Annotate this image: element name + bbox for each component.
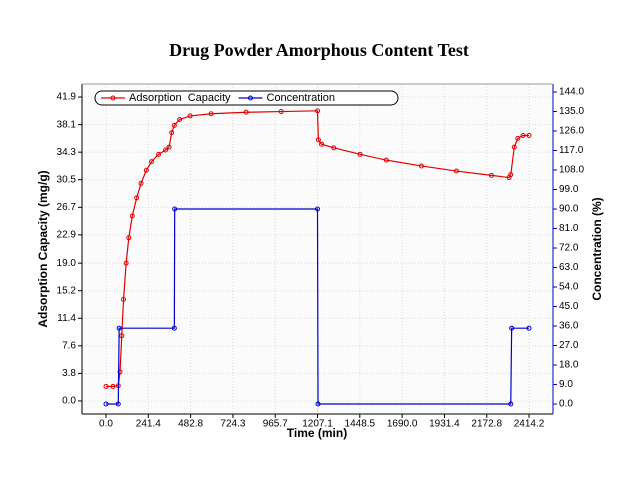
data-point	[187, 113, 193, 119]
legend-marker	[248, 95, 253, 101]
data-point	[121, 296, 127, 302]
data-point	[163, 147, 169, 153]
data-point	[331, 145, 337, 151]
series-line	[106, 208, 529, 405]
data-point	[171, 325, 177, 331]
data-point	[526, 325, 532, 331]
data-point	[171, 122, 177, 128]
y-tick-label: 22.9	[57, 229, 77, 240]
y-tick-label: 26.7	[57, 202, 77, 213]
data-point	[526, 132, 532, 138]
x-tick-label: 1931.4	[429, 419, 460, 430]
x-tick-label: 1207.1	[302, 419, 333, 430]
x-tick-label: 965.7	[263, 419, 288, 430]
x-tick-label: 2172.8	[471, 419, 502, 430]
data-point	[315, 137, 321, 143]
y2-tick-label: 99.0	[559, 184, 579, 195]
legend-marker	[110, 95, 116, 101]
data-point	[177, 117, 183, 123]
y-tick-label: 3.8	[62, 368, 76, 379]
x-tick-label: 0.0	[99, 419, 113, 430]
y2-tick-label: 126.0	[559, 126, 584, 137]
x-tick-label: 724.3	[220, 419, 245, 430]
data-point	[315, 108, 320, 114]
data-point	[453, 168, 459, 174]
data-point	[123, 260, 129, 266]
data-point	[116, 325, 122, 331]
data-point	[511, 144, 517, 150]
y-tick-label: 38.1	[57, 119, 77, 130]
data-point	[129, 213, 135, 219]
data-point	[110, 383, 116, 389]
data-point	[488, 172, 494, 178]
y2-tick-label: 117.0	[559, 145, 584, 156]
data-point	[103, 401, 109, 407]
series-line	[106, 110, 529, 388]
y2-tick-label: 135.0	[559, 106, 584, 117]
y2-tick-label: 108.0	[559, 165, 584, 176]
data-point	[509, 325, 515, 331]
data-point	[520, 132, 526, 138]
y-tick-label: 34.3	[57, 147, 77, 158]
y2-tick-label: 18.0	[559, 360, 579, 371]
y2-axis-title: Concentration (%)	[590, 197, 604, 300]
data-point	[515, 135, 521, 141]
y-tick-label: 30.5	[57, 174, 77, 185]
data-point	[115, 401, 121, 407]
x-tick-label: 1448.5	[345, 419, 376, 430]
data-point	[117, 369, 123, 375]
data-point	[319, 141, 325, 147]
y-tick-label: 15.2	[57, 285, 77, 296]
data-point	[156, 151, 162, 157]
data-point	[315, 206, 320, 212]
y-tick-label: 11.4	[57, 313, 76, 324]
y2-tick-label: 63.0	[559, 262, 579, 273]
y2-tick-label: 27.0	[559, 340, 579, 351]
y2-tick-label: 45.0	[559, 301, 579, 312]
data-point	[134, 195, 140, 201]
data-point	[243, 109, 249, 115]
legend-label: Adsorption Capacity	[129, 92, 231, 104]
y2-tick-label: 144.0	[559, 87, 584, 98]
y-tick-label: 41.9	[57, 92, 77, 103]
y2-tick-label: 90.0	[559, 204, 579, 215]
y2-tick-label: 72.0	[559, 243, 579, 254]
y2-tick-label: 54.0	[559, 282, 579, 293]
data-point	[357, 151, 363, 157]
y-tick-label: 19.0	[57, 258, 77, 269]
data-point	[126, 235, 132, 241]
data-point	[418, 163, 424, 169]
data-point	[315, 401, 321, 407]
y2-tick-label: 0.0	[559, 399, 573, 410]
y2-tick-label: 81.0	[559, 223, 579, 234]
data-point	[508, 401, 514, 407]
x-tick-label: 2414.2	[514, 419, 545, 430]
data-point	[383, 157, 389, 163]
x-tick-label: 482.8	[178, 419, 203, 430]
y-tick-label: 7.6	[62, 340, 76, 351]
data-point	[169, 130, 175, 136]
x-tick-label: 1690.0	[387, 419, 418, 430]
data-point	[149, 159, 155, 165]
data-point	[119, 333, 125, 339]
data-point	[166, 144, 172, 150]
data-point	[103, 383, 109, 389]
y2-tick-label: 36.0	[559, 321, 579, 332]
y2-tick-label: 9.0	[559, 379, 573, 390]
y-tick-label: 0.0	[62, 396, 76, 407]
legend-label: Concentration	[267, 92, 336, 104]
data-point	[143, 167, 149, 173]
x-tick-label: 241.4	[136, 419, 161, 430]
data-point	[172, 206, 178, 212]
data-point	[508, 172, 514, 178]
chart-title: Drug Powder Amorphous Content Test	[169, 40, 469, 60]
y-axis-title: Adsorption Capacity (mg/g)	[36, 170, 50, 327]
data-point	[278, 109, 284, 115]
data-point	[138, 180, 144, 186]
data-point	[208, 111, 214, 117]
x-axis-title: Time (min)	[287, 426, 347, 440]
